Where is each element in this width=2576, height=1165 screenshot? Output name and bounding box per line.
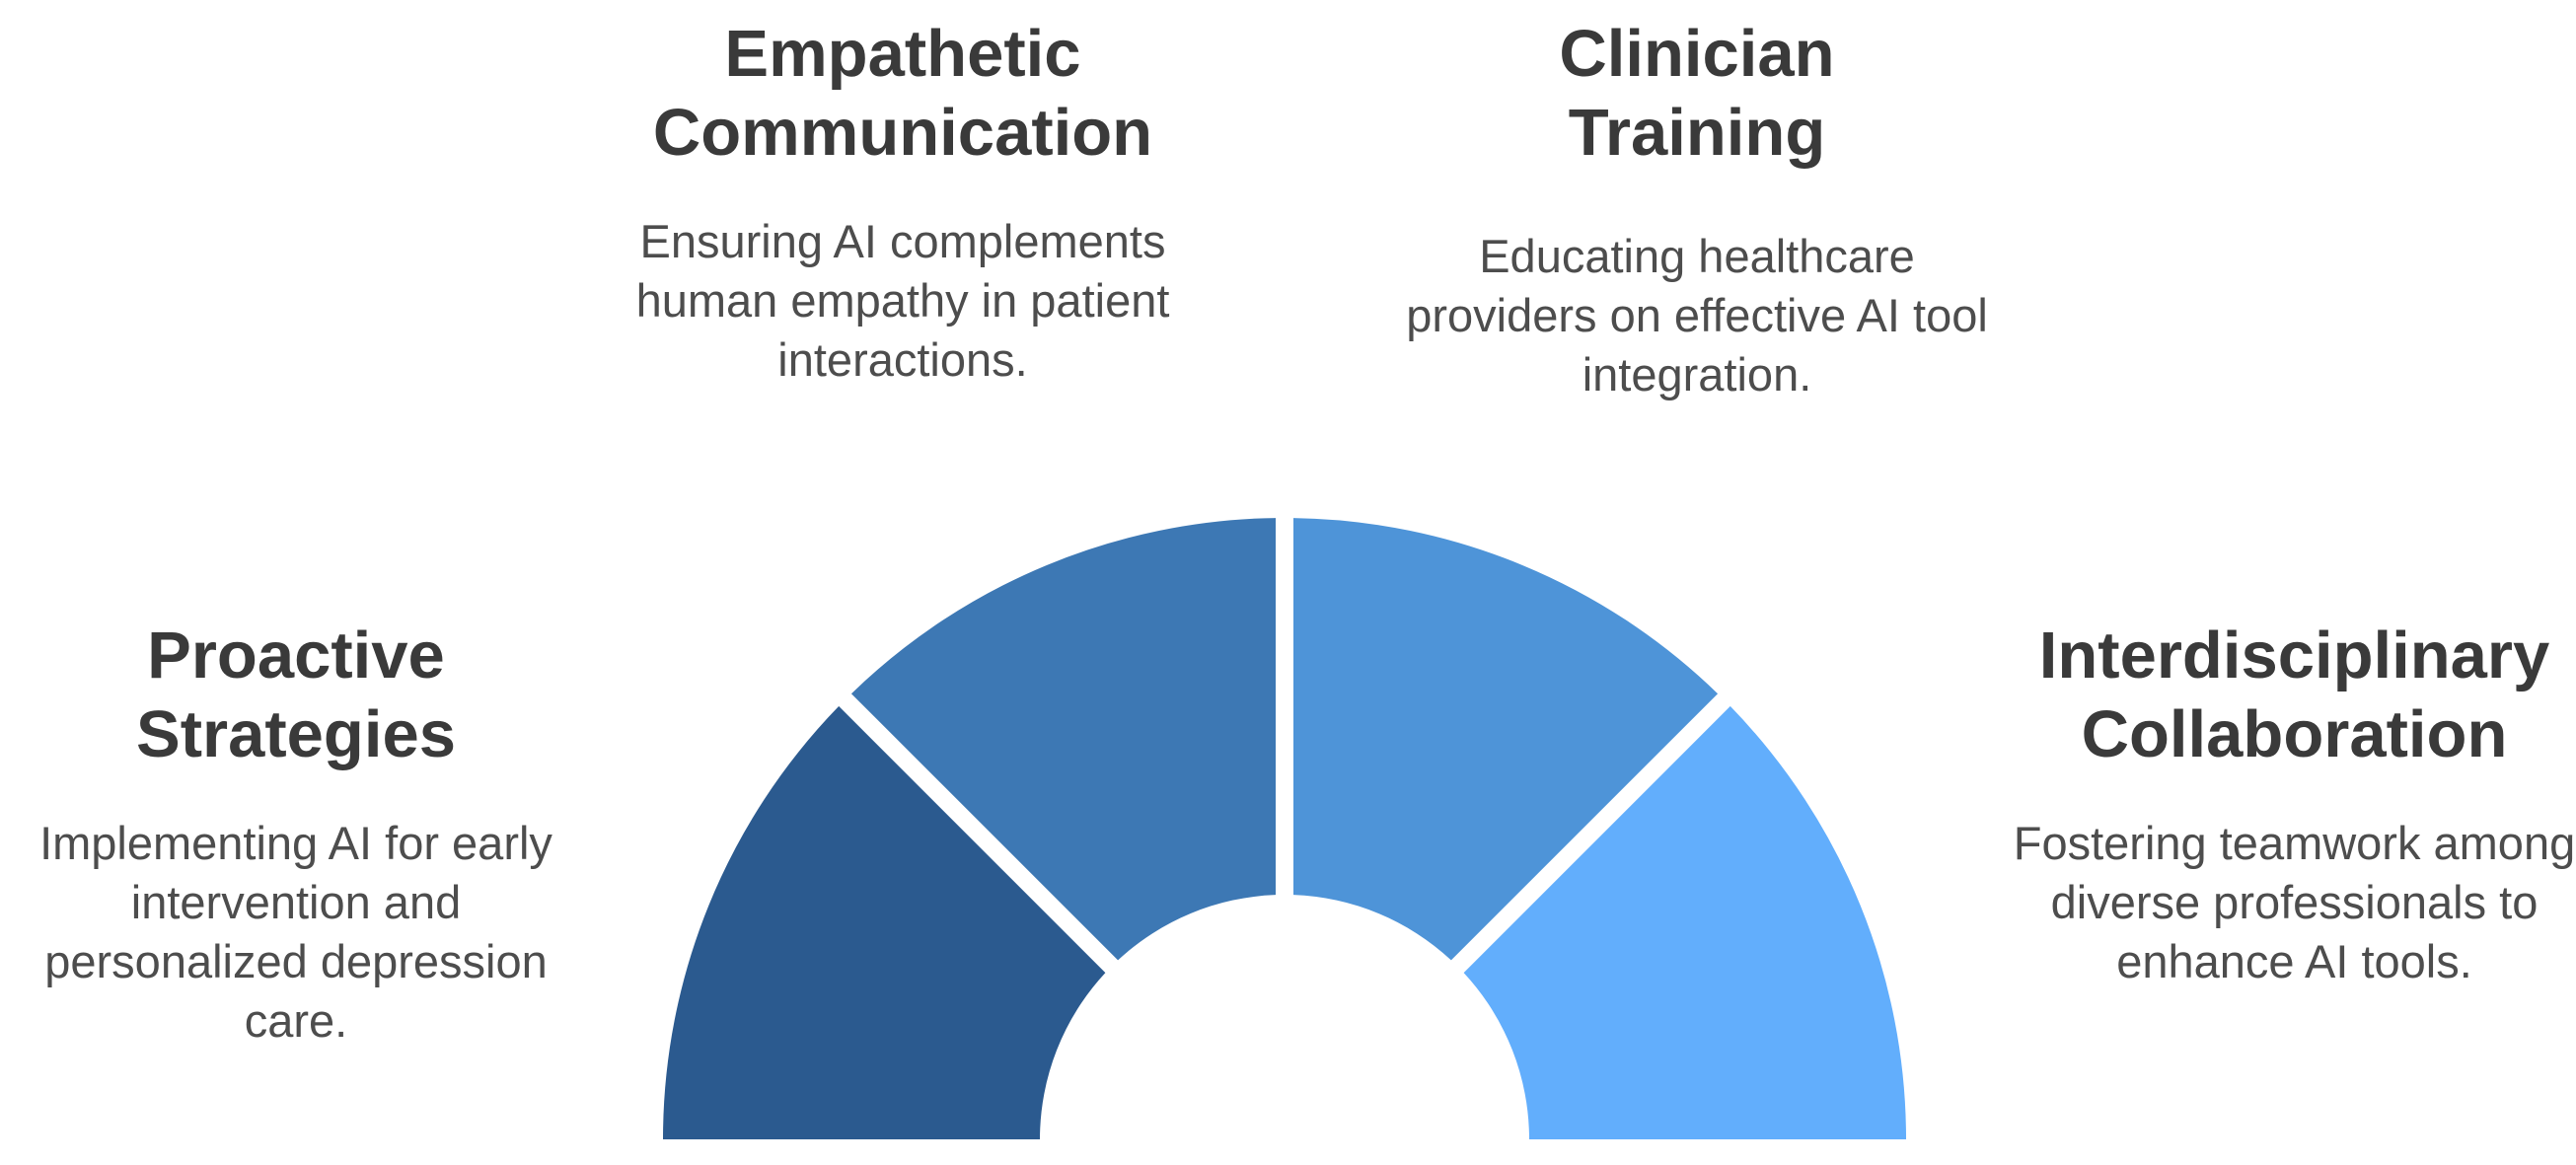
clinician-training-description: Educating healthcare providers on effect… xyxy=(1406,230,1988,400)
proactive-strategies-block: Proactive Strategies Implementing AI for… xyxy=(0,617,592,1051)
title-line: Proactive xyxy=(147,619,445,692)
segment-empathetic-communication xyxy=(850,518,1276,961)
interdisciplinary-collaboration-title: Interdisciplinary Collaboration xyxy=(2013,617,2576,774)
segment-interdisciplinary-collaboration xyxy=(1463,705,1906,1139)
title-line: Strategies xyxy=(136,697,456,771)
interdisciplinary-collaboration-block: Interdisciplinary Collaboration Fosterin… xyxy=(2013,617,2576,991)
clinician-training-title: Clinician Training xyxy=(1381,15,2013,173)
clinician-training-block: Clinician Training Educating healthcare … xyxy=(1381,15,2013,404)
title-line: Interdisciplinary xyxy=(2038,619,2550,692)
segment-clinician-training xyxy=(1293,518,1719,961)
empathetic-communication-block: Empathetic Communication Ensuring AI com… xyxy=(592,15,1214,390)
proactive-strategies-title: Proactive Strategies xyxy=(0,617,592,774)
empathetic-communication-title: Empathetic Communication xyxy=(592,15,1214,173)
title-line: Training xyxy=(1568,96,1826,170)
title-line: Empathetic xyxy=(724,17,1081,91)
title-line: Communication xyxy=(652,96,1153,170)
title-line: Clinician xyxy=(1559,17,1835,91)
segment-proactive-strategies xyxy=(663,705,1106,1139)
interdisciplinary-collaboration-description: Fostering teamwork among diverse profess… xyxy=(2013,817,2576,987)
title-line: Collaboration xyxy=(2081,697,2508,771)
proactive-strategies-description: Implementing AI for early intervention a… xyxy=(39,817,552,1047)
empathetic-communication-description: Ensuring AI complements human empathy in… xyxy=(635,215,1170,386)
